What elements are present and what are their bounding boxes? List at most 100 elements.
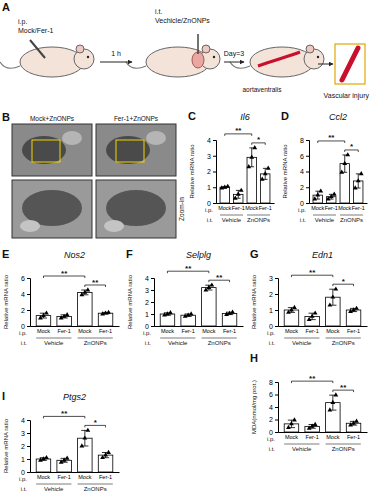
- y-axis: 01234: [207, 137, 216, 207]
- x-tick-label: Mock: [161, 328, 174, 334]
- mouse-body: [146, 47, 210, 77]
- y-tick-label: 6: [300, 152, 304, 159]
- sig-label: **: [328, 133, 335, 142]
- bar: [57, 460, 71, 472]
- mouse-eye: [87, 56, 89, 58]
- x-tick: Mock: [338, 203, 351, 211]
- group-label: Vehicle: [44, 486, 64, 492]
- sig-label: **: [61, 409, 68, 418]
- y-tick: 6: [269, 391, 278, 398]
- bar-chart: CIl6Relative mRNA ratio01234MockFer-1Moc…: [188, 110, 275, 223]
- data-point: [312, 196, 317, 200]
- y-tick-mark: [275, 326, 278, 327]
- mouse-tail: [230, 62, 250, 68]
- data-point: [333, 392, 338, 396]
- y-tick-label: 2: [269, 291, 273, 298]
- x-axis: MockFer-1MockFer-1: [155, 326, 244, 334]
- x-tick: Fer-1: [347, 326, 360, 334]
- x-tick: Fer-1: [99, 472, 112, 480]
- data-point: [260, 177, 265, 181]
- x-tick-label: Fer-1: [306, 328, 319, 334]
- group-line: [160, 338, 195, 339]
- y-tick: 1: [207, 184, 216, 191]
- y-axis: 01234: [145, 275, 154, 330]
- y-axis: 0123: [269, 275, 278, 330]
- lung: [192, 52, 204, 68]
- y-tick: 1: [21, 456, 30, 463]
- row-label: i.p.: [143, 330, 151, 336]
- x-axis-line: [279, 326, 368, 327]
- data-point: [315, 192, 320, 196]
- error-bar: [249, 148, 254, 167]
- bar: [160, 314, 174, 326]
- x-tick-label: Fer-1: [182, 328, 195, 334]
- sig-label: **: [340, 383, 347, 392]
- group-line: [78, 484, 113, 485]
- group-label: ZnONPs: [332, 340, 355, 346]
- data-point: [236, 192, 241, 196]
- data-point: [168, 310, 173, 314]
- mouse-ear: [306, 45, 314, 53]
- x-axis-line: [31, 326, 120, 327]
- y-tick-mark: [275, 310, 278, 311]
- data-point: [65, 312, 70, 316]
- y-tick-label: 2: [145, 299, 149, 306]
- x-tick-label: Mock: [326, 328, 339, 334]
- y-tick-mark: [275, 382, 278, 383]
- x-tick: Fer-1: [99, 326, 112, 334]
- sig-label: **: [92, 278, 99, 287]
- label: Mock/Fer-1: [18, 27, 54, 34]
- bar: [78, 292, 92, 326]
- bar: [36, 459, 50, 472]
- y-tick-mark: [27, 446, 30, 447]
- y-tick-label: 0: [207, 200, 211, 207]
- label: Vascular injury: [324, 92, 370, 100]
- y-tick: 1: [145, 311, 154, 318]
- bar-chart: DCcl2Relative mRNA ratio02468MockFer-1Mo…: [281, 110, 368, 223]
- x-tick: Mock: [326, 432, 339, 440]
- bar-chart: HMDA(nmol/mg prot.)02468MockFer-1MockFer…: [250, 352, 368, 452]
- y-tick: 2: [21, 443, 30, 450]
- x-tick: Mock: [245, 203, 258, 211]
- group-line: [284, 338, 319, 339]
- y-tick-mark: [306, 140, 309, 141]
- micrograph: [12, 124, 92, 176]
- sig-label: **: [185, 264, 192, 273]
- mouse: [126, 34, 220, 77]
- bar: [220, 187, 229, 203]
- chart-title: Ccl2: [329, 112, 347, 122]
- arrow: [224, 62, 244, 63]
- y-tick: 0: [145, 323, 154, 330]
- group-line: [220, 215, 243, 216]
- data-point: [359, 171, 364, 175]
- data-point: [333, 286, 338, 290]
- bar-chart: ENos2Relative mRNA ratio0246MockFer-1Moc…: [2, 248, 120, 346]
- chart-title: Ptgs2: [63, 392, 86, 402]
- mouse: [0, 45, 94, 77]
- y-tick-mark: [306, 172, 309, 173]
- chart-title: Selplg: [186, 250, 211, 260]
- data-point: [85, 428, 90, 432]
- y-tick-mark: [213, 140, 216, 141]
- y-tick-label: 4: [21, 417, 25, 424]
- y-axis-title: Relative mRNA ratio: [127, 274, 133, 329]
- x-tick-label: Fer-1: [58, 474, 71, 480]
- data-point: [246, 164, 251, 168]
- trachea: [197, 34, 199, 54]
- bar: [346, 310, 360, 326]
- y-tick-mark: [151, 290, 154, 291]
- data-point: [313, 310, 318, 314]
- micrograph-zoom: [12, 180, 92, 238]
- y-tick-mark: [27, 294, 30, 295]
- y-tick-label: 6: [21, 275, 25, 282]
- y-axis-line: [27, 421, 31, 473]
- y-tick-mark: [306, 187, 309, 188]
- syringe: [30, 40, 45, 58]
- y-tick-label: 8: [269, 379, 273, 386]
- micrograph-feature: [20, 220, 40, 232]
- group-line: [78, 338, 113, 339]
- group-line: [202, 338, 237, 339]
- zoom-box: [116, 140, 144, 162]
- row-label: i.t.: [21, 340, 28, 346]
- figure-svg: Ai.p.Mock/Fer-11 hi.t.Vechicle/ZnONPsDay…: [0, 0, 371, 500]
